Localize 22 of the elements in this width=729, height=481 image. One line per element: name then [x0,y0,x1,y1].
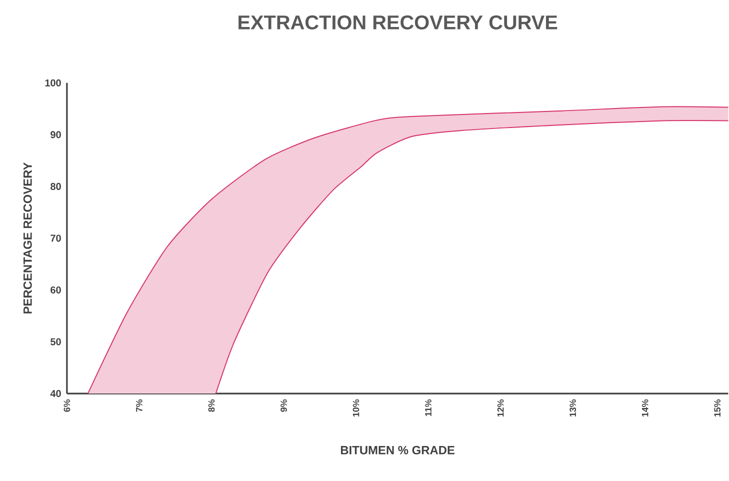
x-tick-label: 8% [208,399,215,412]
line-series [215,120,729,394]
chart-title: EXTRACTION RECOVERY CURVE [238,15,558,30]
x-tick-label: 7% [136,399,142,412]
x-tick-label: 9% [280,399,287,412]
x-tick-label: 13% [570,399,576,416]
x-tick-label: 12% [497,399,504,416]
y-tick-label: 70 [50,234,61,242]
y-tick-label: 40 [50,390,61,397]
x-axis-title: BITUMEN % GRADE [340,446,454,454]
x-tick-label: 6% [64,399,70,412]
y-tick-label: 50 [50,338,61,346]
y-tick-label: 100 [45,79,61,86]
x-tick-label: 10% [352,399,360,416]
y-tick-label: 80 [50,182,61,190]
y-tick-label: 90 [50,130,61,138]
y-tick-label: 60 [50,286,61,294]
x-tick-label: 11% [425,399,432,416]
x-tick-label: 15% [714,399,721,416]
x-tick-label: 14% [642,399,648,416]
line-series [87,106,729,394]
y-axis-title: PERCENTAGE RECOVERY [23,162,32,314]
